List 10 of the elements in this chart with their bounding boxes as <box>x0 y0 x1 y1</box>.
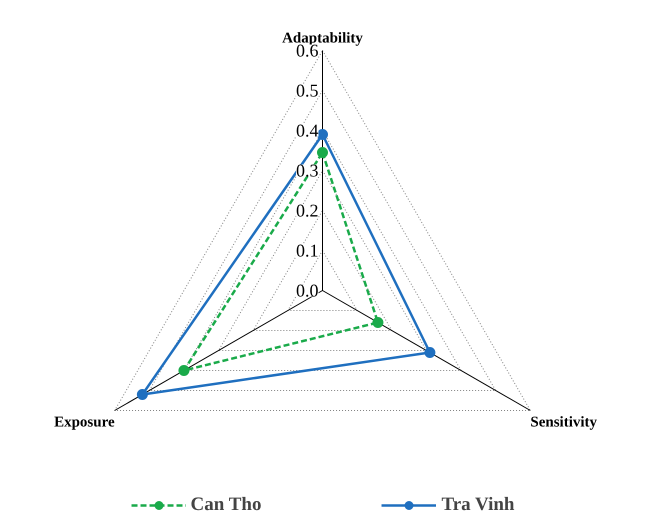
y-tick-label: 0.4 <box>296 120 318 140</box>
y-tick-label: 0.5 <box>296 80 318 100</box>
spoke-label: Sensitivity <box>530 414 598 430</box>
y-tick-label: 0.3 <box>296 160 318 180</box>
spoke-label: Exposure <box>54 414 115 430</box>
legend-label: Can Tho <box>190 494 262 516</box>
legend-label: Tra Vinh <box>441 494 514 516</box>
y-tick-label: 0.2 <box>296 200 318 220</box>
y-tick-label: 0.1 <box>296 240 318 260</box>
y-tick-label: 0.0 <box>296 280 318 300</box>
